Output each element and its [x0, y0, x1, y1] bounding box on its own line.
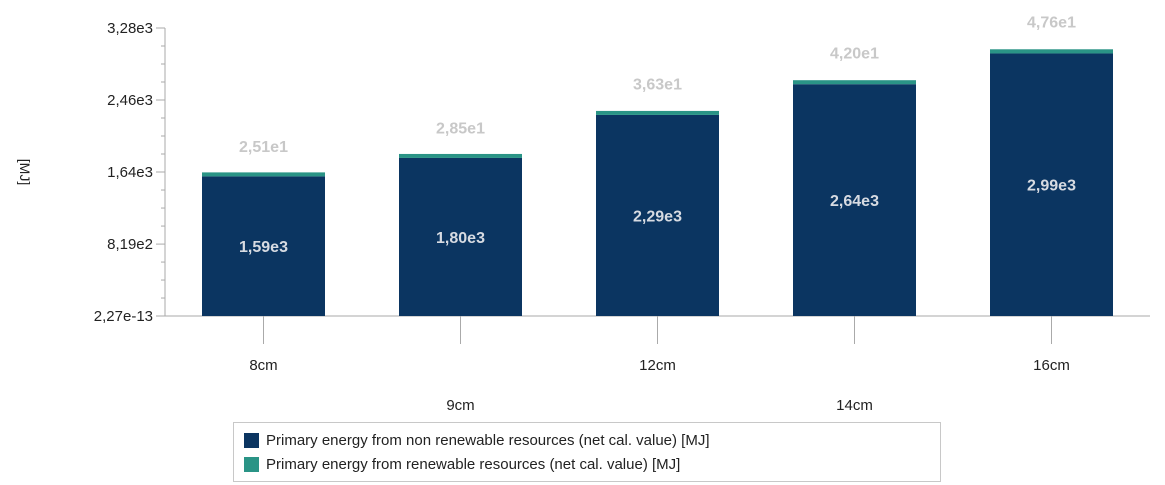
data-label-non-renewable: 2,64e3	[830, 193, 879, 210]
data-label-renewable: 2,51e1	[239, 139, 288, 156]
data-label-non-renewable: 1,80e3	[436, 230, 485, 247]
bar-renewable	[399, 153, 522, 158]
legend-swatch-non-renewable	[244, 432, 259, 448]
bar-renewable	[202, 172, 325, 177]
legend-label-non-renewable: Primary energy from non renewable resour…	[266, 431, 710, 449]
bar-non-renewable	[596, 114, 719, 317]
bar-non-renewable	[202, 176, 325, 316]
data-label-non-renewable: 2,99e3	[1027, 178, 1076, 195]
data-label-renewable: 3,63e1	[633, 77, 682, 94]
bar-renewable	[990, 49, 1113, 54]
bar-non-renewable	[793, 84, 916, 316]
legend-item-renewable: Primary energy from renewable resources …	[244, 452, 930, 476]
stacked-bar-chart: [MJ] 2,27e-13 8,19e2 1,64e3 2,46e3 3,28e3 8c…	[17, 14, 1150, 414]
x-tick-label: 9cm	[446, 397, 474, 414]
data-label-renewable: 4,76e1	[1027, 14, 1076, 31]
legend-label-renewable: Primary energy from renewable resources …	[266, 455, 681, 473]
legend-item-non-renewable: Primary energy from non renewable resour…	[244, 428, 930, 452]
data-labels: 1,59e3 2,51e1 1,80e3 2,85e1 2,29e3 3,63e1 2,64…	[239, 14, 1076, 256]
legend-swatch-renewable	[244, 456, 259, 472]
x-tick-label: 8cm	[249, 357, 277, 374]
data-label-non-renewable: 2,29e3	[633, 208, 682, 225]
y-tick-label: 2,27e-13	[94, 308, 153, 325]
bar-series	[202, 49, 1113, 317]
x-tick-label: 16cm	[1033, 357, 1070, 374]
y-axis: 2,27e-13 8,19e2 1,64e3 2,46e3 3,28e3	[94, 20, 166, 325]
y-tick-label: 3,28e3	[107, 20, 153, 37]
y-tick-label: 8,19e2	[107, 236, 153, 253]
x-axis: 8cm 9cm 12cm 14cm 16cm	[165, 315, 1150, 414]
y-tick-label: 1,64e3	[107, 164, 153, 181]
x-tick-label: 14cm	[836, 397, 873, 414]
data-label-renewable: 4,20e1	[830, 46, 879, 63]
data-label-renewable: 2,85e1	[436, 120, 485, 137]
bar-non-renewable	[399, 157, 522, 316]
bar-renewable	[793, 80, 916, 85]
data-label-non-renewable: 1,59e3	[239, 239, 288, 256]
x-tick-label: 12cm	[639, 357, 676, 374]
bar-non-renewable	[990, 53, 1113, 317]
y-tick-label: 2,46e3	[107, 92, 153, 109]
bar-renewable	[596, 110, 719, 115]
legend: Primary energy from non renewable resour…	[233, 422, 941, 482]
y-axis-label: [MJ]	[17, 159, 33, 185]
